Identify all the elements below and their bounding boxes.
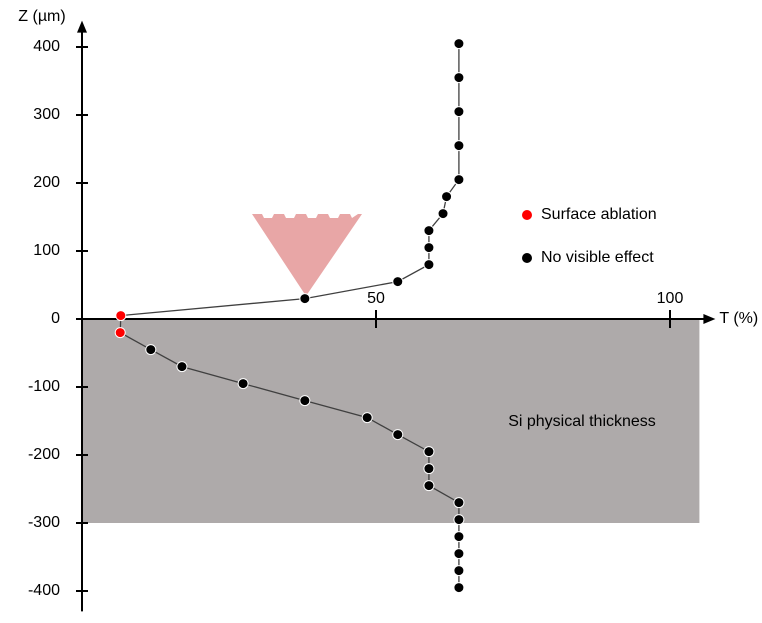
y-tick-label: -200 (28, 446, 60, 463)
data-point (114, 327, 126, 339)
laser-cone (252, 214, 362, 296)
data-point (299, 395, 311, 407)
y-tick-label: -300 (28, 514, 60, 531)
y-tick-label: -400 (28, 582, 60, 599)
data-point (392, 276, 404, 288)
y-tick-label: 100 (33, 242, 60, 259)
x-axis-arrow (703, 314, 716, 324)
data-point (453, 497, 465, 509)
region-label: Si physical thickness (508, 413, 656, 430)
data-point (453, 548, 465, 560)
legend-label: No visible effect (541, 249, 654, 266)
legend-marker (522, 253, 532, 263)
y-tick-label: -100 (28, 378, 60, 395)
data-point (423, 225, 435, 237)
y-tick-label: 400 (33, 38, 60, 55)
data-point (423, 463, 435, 475)
data-point (299, 293, 311, 305)
y-tick-label: 300 (33, 106, 60, 123)
data-point (423, 242, 435, 254)
y-axis-label: Z (µm) (18, 8, 65, 25)
y-axis-arrow (77, 20, 87, 33)
data-point (453, 106, 465, 118)
y-tick-label: 200 (33, 174, 60, 191)
data-point (453, 174, 465, 186)
data-point (453, 72, 465, 84)
data-point (237, 378, 249, 390)
data-point (176, 361, 188, 373)
data-point (453, 531, 465, 543)
y-tick-label: 0 (51, 310, 60, 327)
data-point (423, 259, 435, 271)
data-point (437, 208, 449, 220)
data-point (423, 446, 435, 458)
data-point (423, 480, 435, 492)
data-point (453, 140, 465, 152)
legend-marker (522, 210, 532, 220)
data-point (145, 344, 157, 356)
x-tick-label: 100 (657, 290, 684, 307)
data-point (453, 565, 465, 577)
data-point (453, 514, 465, 526)
data-point (392, 429, 404, 441)
data-point (115, 310, 127, 322)
x-tick-label: 50 (367, 290, 385, 307)
x-axis-label: T (%) (719, 310, 758, 327)
data-point (453, 38, 465, 50)
data-point (361, 412, 373, 424)
data-point (453, 582, 465, 594)
legend-label: Surface ablation (541, 206, 657, 223)
shaded-region (82, 319, 700, 523)
data-point (441, 191, 453, 203)
